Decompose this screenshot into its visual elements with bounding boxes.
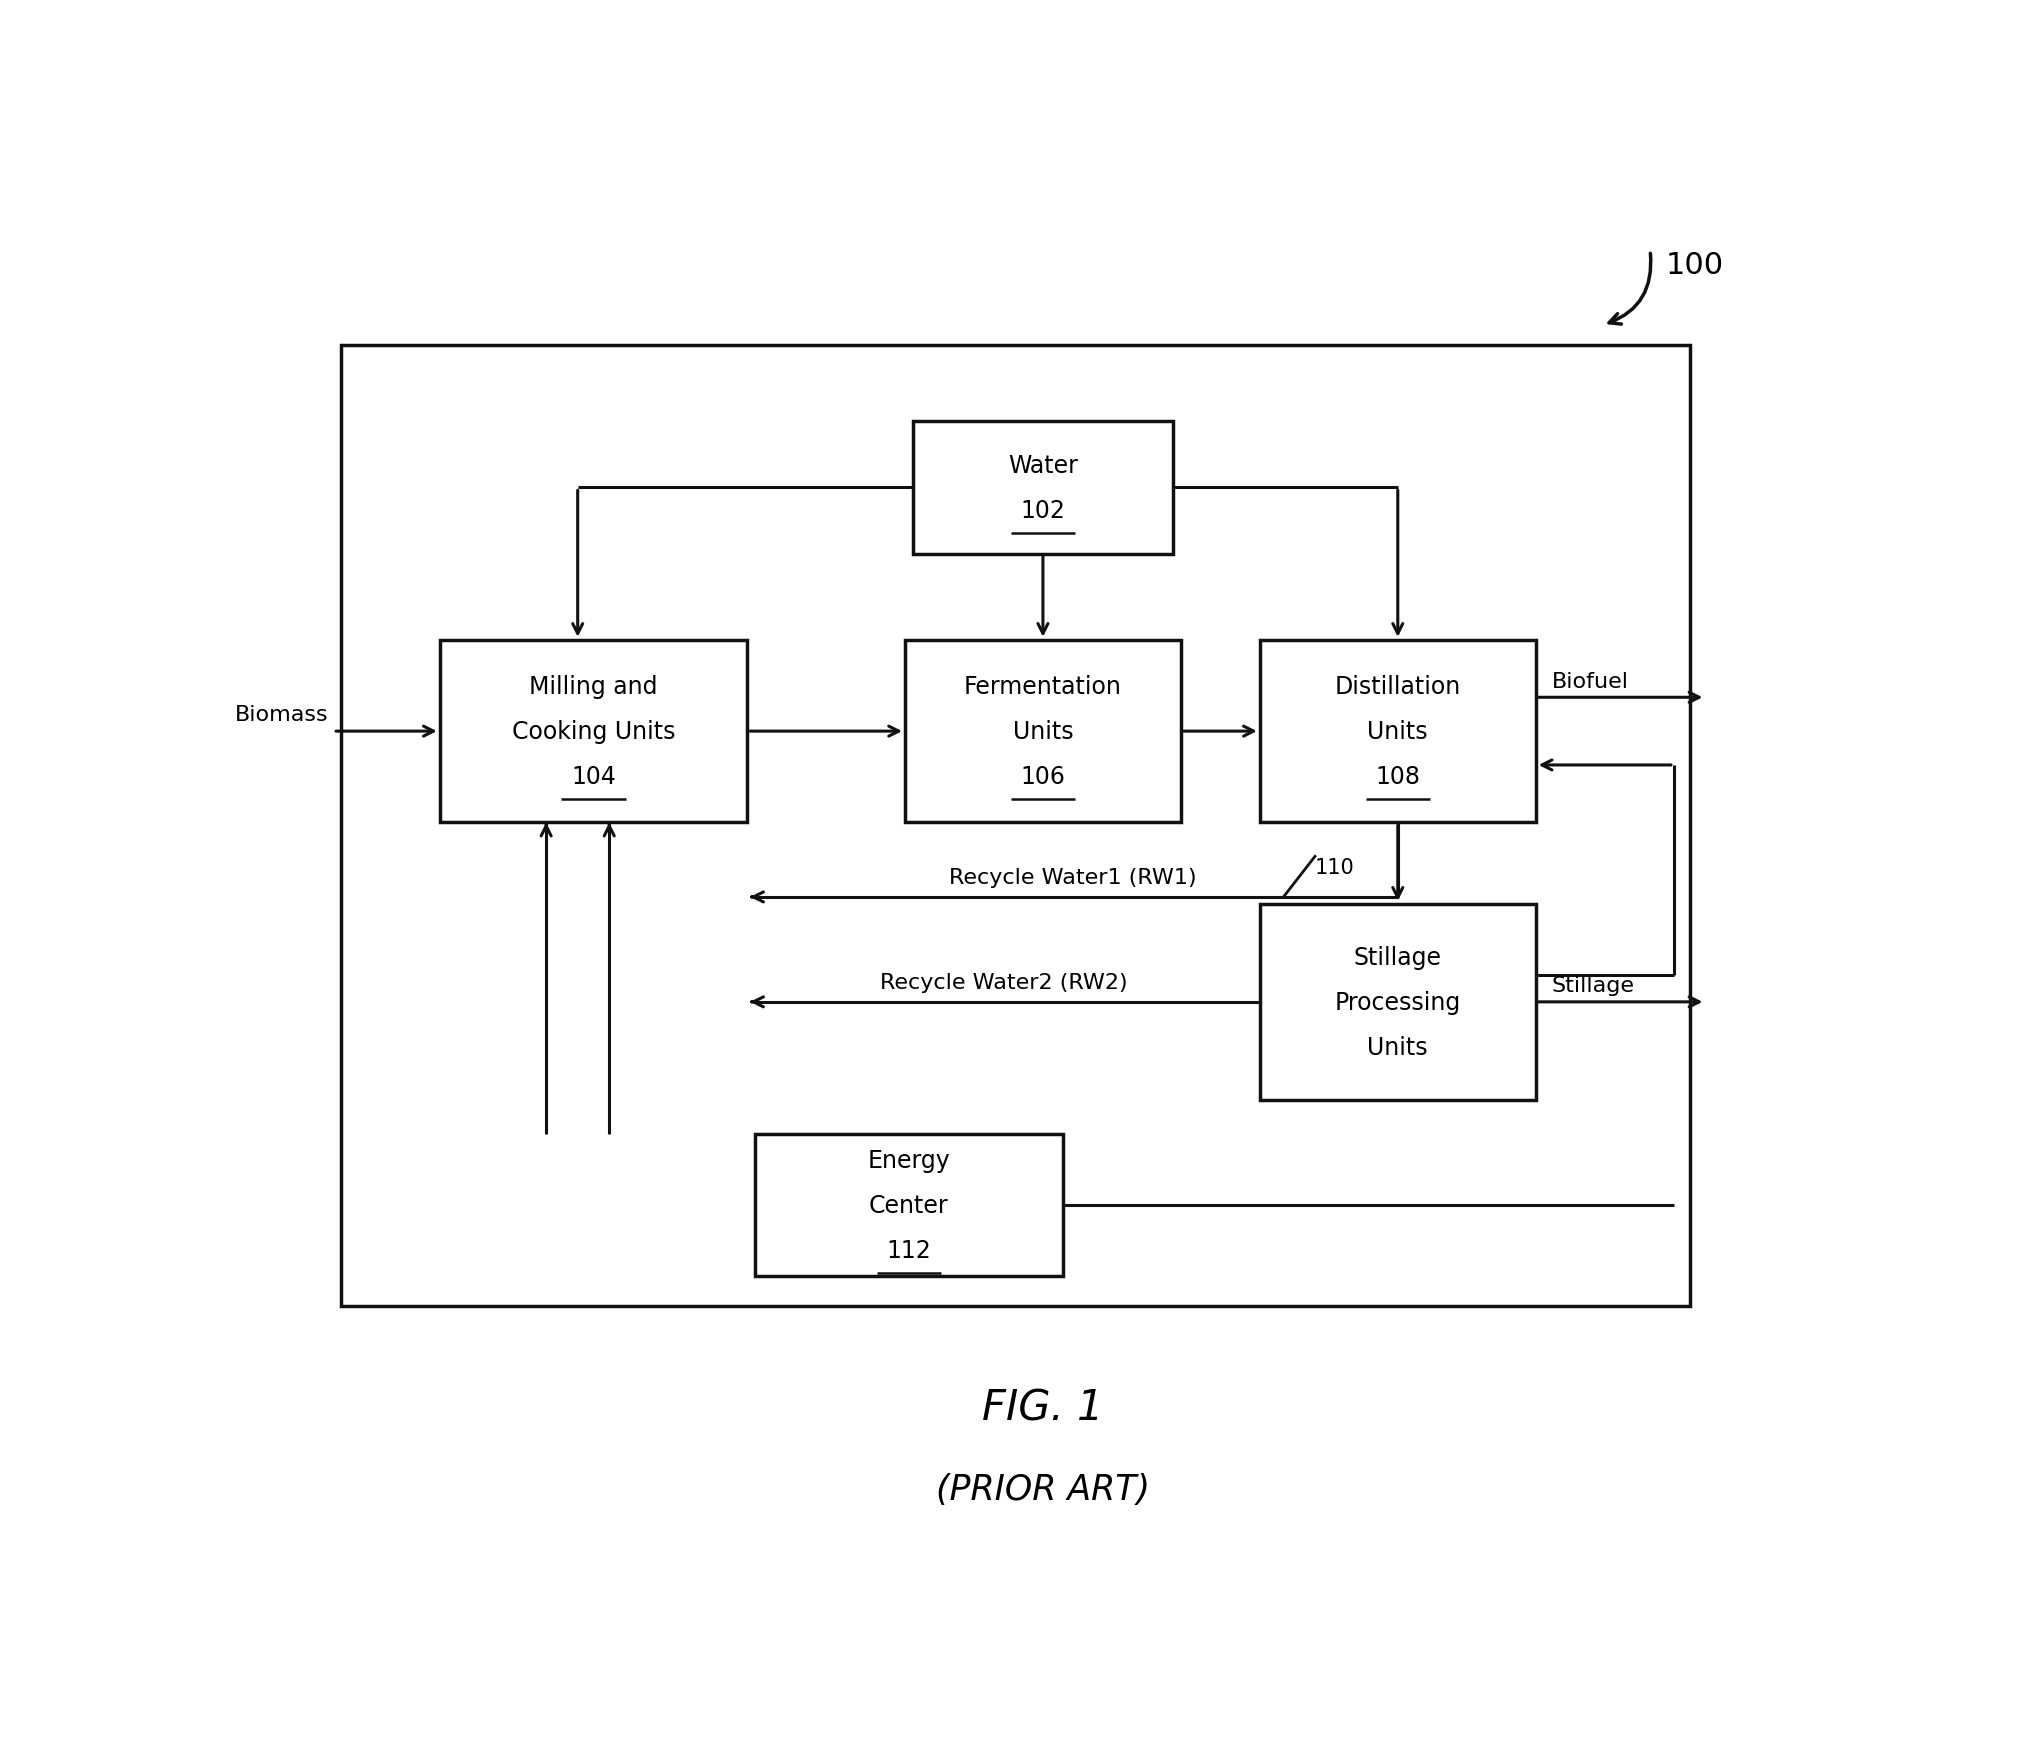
Text: Recycle Water2 (RW2): Recycle Water2 (RW2): [879, 973, 1127, 993]
FancyBboxPatch shape: [1260, 640, 1536, 822]
Text: (PRIOR ART): (PRIOR ART): [936, 1472, 1150, 1506]
Text: 106: 106: [1020, 764, 1066, 789]
Text: 112: 112: [887, 1239, 932, 1262]
Text: Biomass: Biomass: [234, 705, 328, 726]
Text: Stillage: Stillage: [1353, 945, 1441, 970]
Text: 100: 100: [1667, 251, 1724, 279]
Text: Biofuel: Biofuel: [1551, 671, 1628, 691]
Text: Recycle Water1 (RW1): Recycle Water1 (RW1): [948, 868, 1197, 887]
FancyBboxPatch shape: [914, 422, 1172, 555]
FancyBboxPatch shape: [342, 346, 1689, 1307]
Text: Stillage: Stillage: [1551, 975, 1634, 996]
FancyBboxPatch shape: [755, 1135, 1062, 1276]
FancyBboxPatch shape: [440, 640, 747, 822]
Text: 102: 102: [1020, 499, 1066, 522]
FancyBboxPatch shape: [906, 640, 1180, 822]
Text: Distillation: Distillation: [1335, 675, 1461, 699]
Text: 110: 110: [1315, 857, 1355, 877]
FancyBboxPatch shape: [1260, 905, 1536, 1100]
Text: Milling and: Milling and: [529, 675, 657, 699]
Text: Units: Units: [1368, 720, 1429, 743]
Text: Units: Units: [1368, 1035, 1429, 1059]
Text: Processing: Processing: [1335, 991, 1461, 1014]
Text: Water: Water: [1007, 453, 1079, 478]
Text: Center: Center: [869, 1193, 948, 1218]
Text: 108: 108: [1376, 764, 1420, 789]
Text: Energy: Energy: [867, 1149, 950, 1172]
Text: 104: 104: [572, 764, 617, 789]
Text: Units: Units: [1013, 720, 1072, 743]
Text: Fermentation: Fermentation: [965, 675, 1121, 699]
Text: FIG. 1: FIG. 1: [983, 1388, 1103, 1428]
Text: Cooking Units: Cooking Units: [511, 720, 676, 743]
